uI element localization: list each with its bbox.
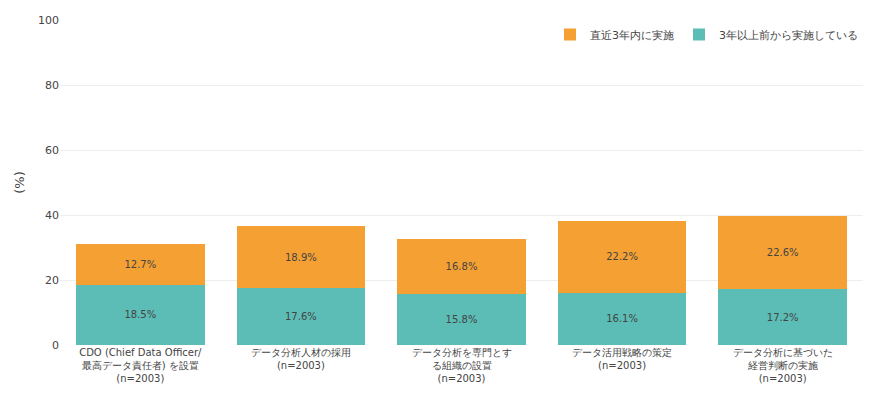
svg-text:CDO (Chief Data Officer/最高データ責: CDO (Chief Data Officer/最高データ責任者) を設置(n=… [79, 347, 202, 384]
svg-text:直近3年内に実施: 直近3年内に実施 [590, 29, 674, 42]
svg-text:100: 100 [38, 14, 59, 27]
svg-text:0: 0 [52, 339, 59, 352]
svg-text:60: 60 [45, 144, 59, 157]
svg-text:15.8%: 15.8% [446, 314, 478, 325]
svg-text:データ分析を専門とする組織の設置(n=2003): データ分析を専門とする組織の設置(n=2003) [412, 347, 512, 384]
svg-text:18.9%: 18.9% [285, 252, 317, 263]
svg-text:16.8%: 16.8% [446, 261, 478, 272]
svg-text:17.2%: 17.2% [767, 312, 799, 323]
svg-text:80: 80 [45, 79, 59, 92]
svg-text:40: 40 [45, 209, 59, 222]
svg-text:22.6%: 22.6% [767, 247, 799, 258]
svg-text:16.1%: 16.1% [606, 313, 638, 324]
svg-text:17.6%: 17.6% [285, 311, 317, 322]
svg-text:12.7%: 12.7% [124, 259, 156, 270]
svg-text:20: 20 [45, 274, 59, 287]
svg-text:18.5%: 18.5% [124, 309, 156, 320]
svg-text:データ活用戦略の策定(n=2003): データ活用戦略の策定(n=2003) [572, 347, 672, 371]
svg-text:3年以上前から実施している: 3年以上前から実施している [719, 29, 858, 42]
svg-text:データ分析に基づいた経営判断の実施(n=2003): データ分析に基づいた経営判断の実施(n=2003) [733, 347, 833, 384]
svg-text:データ分析人材の採用(n=2003): データ分析人材の採用(n=2003) [251, 347, 351, 371]
svg-text:(%): (%) [12, 171, 27, 194]
svg-text:22.2%: 22.2% [606, 251, 638, 262]
